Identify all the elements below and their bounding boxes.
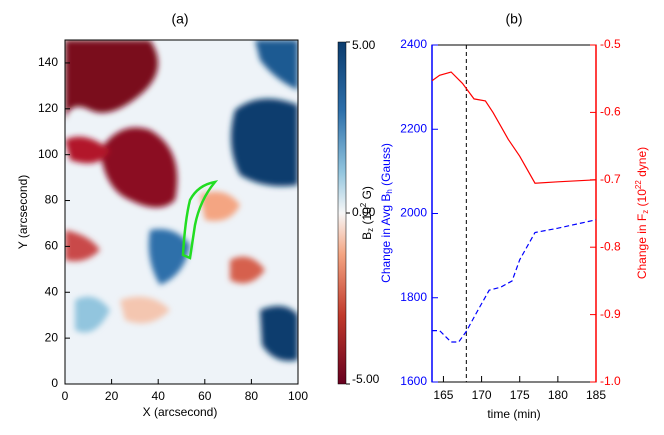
y2-tick-label: -0.5 <box>600 37 621 51</box>
y-tick-label: 120 <box>38 101 58 115</box>
colorbar-tick-label: -5.00 <box>352 372 380 386</box>
series-line <box>431 71 597 184</box>
y2-axis-label: Change in Fz (1022 dyne) <box>634 147 650 279</box>
y-tick-label: 1600 <box>400 374 427 388</box>
y-axis-label: Y (arcsecond) <box>16 175 30 249</box>
x-tick-label: 100 <box>288 389 308 403</box>
x-tick-label: 60 <box>198 389 212 403</box>
x-tick-label: 170 <box>472 388 492 402</box>
y-tick-label: 140 <box>38 55 58 69</box>
colorbar-label: Bz (102 G) <box>359 186 375 240</box>
y-tick-label: 60 <box>45 239 59 253</box>
colorbar-tick-label: 5.00 <box>352 38 376 52</box>
x-tick-label: 0 <box>62 389 69 403</box>
series-line <box>432 219 597 343</box>
y2-tick-label: -0.8 <box>600 239 621 253</box>
y2-tick-label: -0.9 <box>600 307 621 321</box>
panel-title: (b) <box>505 11 522 27</box>
y-tick-label: 20 <box>45 330 59 344</box>
x-tick-label: 175 <box>510 388 530 402</box>
plot-frame <box>431 44 597 383</box>
x-tick-label: 80 <box>245 389 259 403</box>
colorbar-tick-label: 0.00 <box>352 205 376 219</box>
x-axis-label: X (arcsecond) <box>143 405 218 419</box>
panel-title: (a) <box>171 11 188 27</box>
x-tick-label: 185 <box>586 388 606 402</box>
y2-tick-label: -1.0 <box>600 374 621 388</box>
x-tick-label: 40 <box>152 389 166 403</box>
x-tick-label: 165 <box>433 388 453 402</box>
y-tick-label: 1800 <box>400 290 427 304</box>
magnetogram <box>65 40 298 384</box>
y-tick-label: 2400 <box>400 37 427 51</box>
colorbar <box>337 41 347 385</box>
y-tick-label: 2200 <box>400 121 427 135</box>
y2-tick-label: -0.7 <box>600 172 621 186</box>
y-tick-label: 80 <box>45 193 59 207</box>
x-axis-label: time (min) <box>487 407 540 421</box>
y-tick-label: 40 <box>45 284 59 298</box>
x-tick-label: 180 <box>548 388 568 402</box>
x-tick-label: 20 <box>105 389 119 403</box>
y-axis-label: Change in Avg Bh (Gauss) <box>379 143 394 283</box>
plot-frame <box>64 39 299 385</box>
y-tick-label: 0 <box>51 376 58 390</box>
y-tick-label: 100 <box>38 147 58 161</box>
y-tick-label: 2000 <box>400 206 427 220</box>
y2-tick-label: -0.6 <box>600 105 621 119</box>
